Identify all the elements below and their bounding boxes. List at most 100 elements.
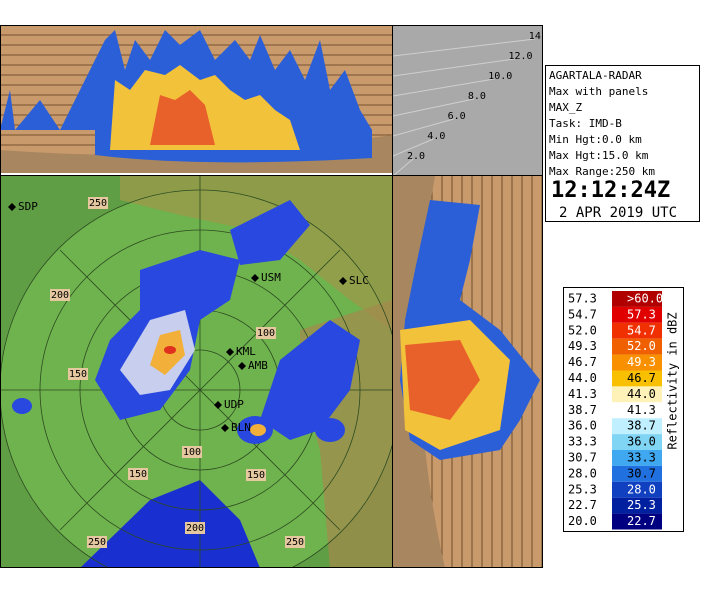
legend-low: 22.7	[568, 498, 597, 512]
product: Max with panels	[549, 85, 648, 98]
range-label: 150	[129, 469, 147, 480]
legend-high: 22.7	[627, 514, 656, 528]
station-label: AMB	[248, 359, 268, 372]
range-label-bg	[182, 446, 202, 458]
legend-high: 54.7	[627, 323, 656, 337]
station-label: USM	[261, 271, 281, 284]
range-label: 150	[247, 470, 265, 481]
height-label: 12.0	[509, 51, 533, 62]
height-line	[393, 58, 515, 77]
legend-low: 57.3	[568, 292, 597, 306]
info: AGARTALA-RADAR Max with panels MAX_Z Tas…	[549, 69, 655, 178]
height-panel: 2.04.06.08.010.0 12.0 14.0	[393, 25, 553, 175]
legend-swatch	[612, 322, 662, 339]
range-label: 250	[89, 198, 107, 209]
legend-high: 36.0	[627, 435, 656, 449]
height-line	[393, 38, 535, 57]
legend-swatch	[612, 497, 662, 514]
height-label: 10.0	[488, 71, 512, 82]
station-marker	[214, 401, 222, 409]
range-label-bg	[128, 468, 148, 480]
side-panel	[393, 176, 543, 568]
legend-high: 57.3	[627, 307, 656, 321]
task: Task: IMD-B	[549, 117, 622, 130]
legend-swatch	[612, 418, 662, 435]
station-marker	[226, 348, 234, 356]
legend-swatch	[612, 354, 662, 371]
station-label: SDP	[18, 200, 38, 213]
range-label-bg	[87, 536, 107, 548]
legend-high: 46.7	[627, 371, 656, 385]
frame	[0, 25, 543, 568]
height-line	[393, 138, 434, 157]
range-label-bg	[88, 197, 108, 209]
legend-low: 46.7	[568, 355, 597, 369]
height-label: 14.0	[529, 31, 553, 42]
station-label: KML	[236, 345, 256, 358]
map-panel: 250 200 150 100 150 100 200 250 250 150 SDP USM SLC…	[0, 176, 392, 568]
station-label: BLN	[231, 421, 251, 434]
legend-swatch	[612, 386, 662, 403]
height-label: 4.0	[427, 131, 445, 142]
range-label-bg	[285, 536, 305, 548]
legend-swatch	[612, 450, 662, 466]
max-range: Max Range:250 km	[549, 165, 655, 178]
range-label: 200	[186, 523, 204, 534]
legend-swatch	[612, 465, 662, 482]
legend-swatch	[612, 306, 662, 323]
field: MAX_Z	[549, 101, 582, 114]
legend-high: 30.7	[627, 466, 656, 480]
range-label-bg	[256, 327, 276, 339]
legend-swatch	[612, 402, 662, 419]
legend-high: 33.3	[627, 451, 656, 465]
legend-low: 41.3	[568, 387, 597, 401]
legend-low: 52.0	[568, 323, 597, 337]
legend-high: 28.0	[627, 482, 656, 496]
legend-high: 41.3	[627, 403, 656, 417]
legend-swatch	[612, 291, 662, 307]
legend-swatch	[612, 338, 662, 355]
legend-title: Reflectivity in dBZ	[666, 312, 680, 449]
height-label: 2.0	[407, 151, 425, 162]
range-label: 250	[286, 537, 304, 548]
legend-low: 30.7	[568, 451, 597, 465]
legend-high: >60.0	[627, 292, 663, 306]
legend-low: 49.3	[568, 339, 597, 353]
station-marker	[339, 277, 347, 285]
info-box	[545, 65, 700, 222]
legend-low: 54.7	[568, 307, 597, 321]
station-marker	[8, 203, 16, 211]
range-label-bg	[185, 522, 205, 534]
legend-low: 25.3	[568, 482, 597, 496]
station-marker	[221, 424, 229, 432]
top-panel	[0, 25, 392, 173]
legend-high: 25.3	[627, 498, 656, 512]
station-label: UDP	[224, 398, 244, 411]
time: 12:12:24Z	[551, 178, 670, 203]
legend-swatch	[612, 434, 662, 450]
range-label: 100	[183, 447, 201, 458]
legend-high: 52.0	[627, 339, 656, 353]
legend-low: 44.0	[568, 371, 597, 385]
height-line	[393, 78, 495, 97]
legend-high: 38.7	[627, 419, 656, 433]
legend-low: 33.3	[568, 435, 597, 449]
legend-swatch	[612, 513, 662, 530]
height-line	[393, 158, 414, 175]
height-label: 6.0	[448, 111, 466, 122]
station-marker	[251, 274, 259, 282]
legend-high: 44.0	[627, 387, 656, 401]
range-label: 100	[257, 328, 275, 339]
legend-low: 20.0	[568, 514, 597, 528]
max-height: Max Hgt:15.0 km	[549, 149, 649, 162]
min-height: Min Hgt:0.0 km	[549, 133, 642, 146]
range-label: 200	[51, 290, 69, 301]
legend-low: 28.0	[568, 466, 597, 480]
range-label: 250	[88, 537, 106, 548]
legend-low: 38.7	[568, 403, 597, 417]
legend-high: 49.3	[627, 355, 656, 369]
station-label: SLC	[349, 274, 369, 287]
legend-swatch	[612, 370, 662, 387]
station-marker	[238, 362, 246, 370]
